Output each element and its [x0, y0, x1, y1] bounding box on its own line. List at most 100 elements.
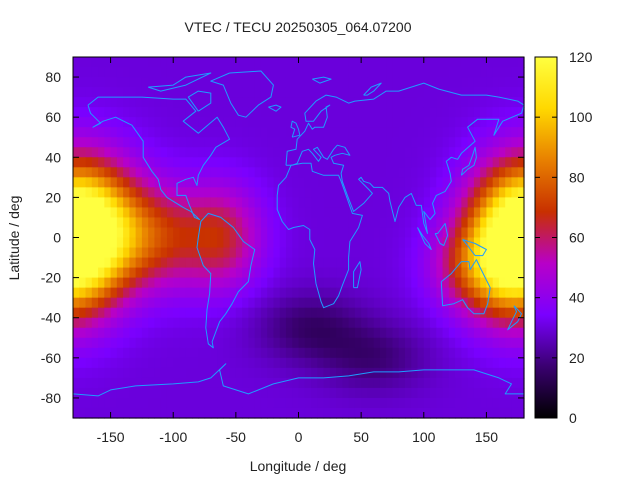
heatmap-cell — [404, 127, 412, 138]
heatmap-cell — [79, 67, 87, 78]
south-america-coastline — [196, 212, 256, 349]
heatmap-cell — [148, 217, 156, 229]
heatmap-cell — [91, 327, 99, 339]
heatmap-cell — [304, 287, 312, 299]
heatmap-cell — [473, 117, 481, 128]
heatmap-cell — [417, 277, 425, 289]
heatmap-cell — [492, 317, 500, 329]
heatmap-cell — [285, 277, 293, 289]
heatmap-cell — [423, 407, 431, 419]
heatmap-cell — [348, 337, 356, 349]
heatmap-cell — [210, 297, 218, 309]
heatmap-cell — [285, 177, 293, 188]
heatmap-cell — [129, 377, 137, 389]
heatmap-cell — [279, 267, 287, 279]
heatmap-cell — [505, 177, 513, 188]
heatmap-cell — [373, 187, 381, 198]
heatmap-cell — [442, 107, 450, 118]
heatmap-cell — [116, 77, 124, 88]
heatmap-cell — [116, 407, 124, 419]
heatmap-cell — [248, 387, 256, 399]
heatmap-cell — [242, 87, 249, 98]
heatmap-cell — [273, 357, 281, 369]
heatmap-cell — [192, 227, 199, 239]
heatmap-cell — [141, 207, 149, 219]
heatmap-cell — [217, 247, 224, 259]
heatmap-cell — [123, 87, 130, 98]
heatmap-cell — [473, 237, 481, 249]
heatmap-cell — [417, 257, 425, 269]
heatmap-cell — [235, 197, 243, 209]
heatmap-cell — [223, 297, 231, 309]
heatmap-cell — [486, 137, 494, 148]
heatmap-cell — [198, 327, 206, 339]
heatmap-cell — [85, 227, 93, 239]
heatmap-cell — [517, 217, 525, 229]
heatmap-cell — [267, 177, 275, 188]
heatmap-cell — [342, 77, 350, 88]
heatmap-cell — [98, 67, 105, 78]
heatmap-cell — [342, 97, 350, 108]
heatmap-cell — [110, 347, 118, 359]
heatmap-cell — [267, 87, 275, 98]
heatmap-cell — [336, 327, 343, 339]
heatmap-cell — [354, 217, 362, 229]
heatmap-cell — [160, 157, 168, 168]
heatmap-cell — [348, 77, 356, 88]
heatmap-cell — [85, 287, 93, 299]
heatmap-cell — [448, 157, 456, 168]
heatmap-cell — [442, 207, 450, 219]
heatmap-cell — [336, 97, 343, 108]
heatmap-cell — [104, 127, 112, 138]
heatmap-cell — [141, 117, 149, 128]
heatmap-cell — [173, 387, 181, 399]
heatmap-cell — [411, 147, 419, 158]
heatmap-cell — [110, 217, 118, 229]
heatmap-cell — [467, 227, 475, 239]
heatmap-cell — [85, 77, 93, 88]
heatmap-cell — [317, 217, 325, 229]
heatmap-cell — [217, 97, 224, 108]
heatmap-cell — [311, 227, 318, 239]
heatmap-cell — [411, 167, 419, 178]
heatmap-cell — [348, 127, 356, 138]
heatmap-cell — [210, 177, 218, 188]
heatmap-cell — [398, 257, 406, 269]
heatmap-cell — [354, 257, 362, 269]
heatmap-cell — [492, 357, 500, 369]
heatmap-cell — [129, 107, 137, 118]
heatmap-cell — [135, 147, 143, 158]
heatmap-cell — [260, 307, 268, 319]
heatmap-cell — [467, 57, 475, 68]
heatmap-cell — [448, 347, 456, 359]
heatmap-cell — [298, 227, 306, 239]
heatmap-cell — [292, 207, 300, 219]
heatmap-cell — [492, 147, 500, 158]
heatmap-cell — [104, 237, 112, 249]
heatmap-cell — [436, 327, 444, 339]
heatmap-cell — [79, 327, 87, 339]
heatmap-cell — [404, 227, 412, 239]
heatmap-cell — [354, 107, 362, 118]
heatmap-cell — [198, 107, 206, 118]
heatmap-cell — [480, 357, 488, 369]
heatmap-cell — [129, 397, 137, 409]
heatmap-cell — [486, 407, 494, 419]
heatmap-cell — [354, 337, 362, 349]
heatmap-cell — [411, 67, 419, 78]
heatmap-cell — [298, 167, 306, 178]
heatmap-cell — [505, 227, 513, 239]
colorbar-tick-label: 60 — [569, 230, 585, 246]
heatmap-cell — [98, 87, 105, 98]
heatmap-cell — [455, 227, 462, 239]
heatmap-cell — [448, 307, 456, 319]
heatmap-cell — [166, 197, 174, 209]
heatmap-cell — [404, 187, 412, 198]
heatmap-cell — [260, 287, 268, 299]
heatmap-cell — [455, 267, 462, 279]
heatmap-cell — [279, 327, 287, 339]
heatmap-cell — [317, 177, 325, 188]
heatmap-cell — [329, 347, 337, 359]
heatmap-cell — [304, 237, 312, 249]
heatmap-cell — [210, 257, 218, 269]
